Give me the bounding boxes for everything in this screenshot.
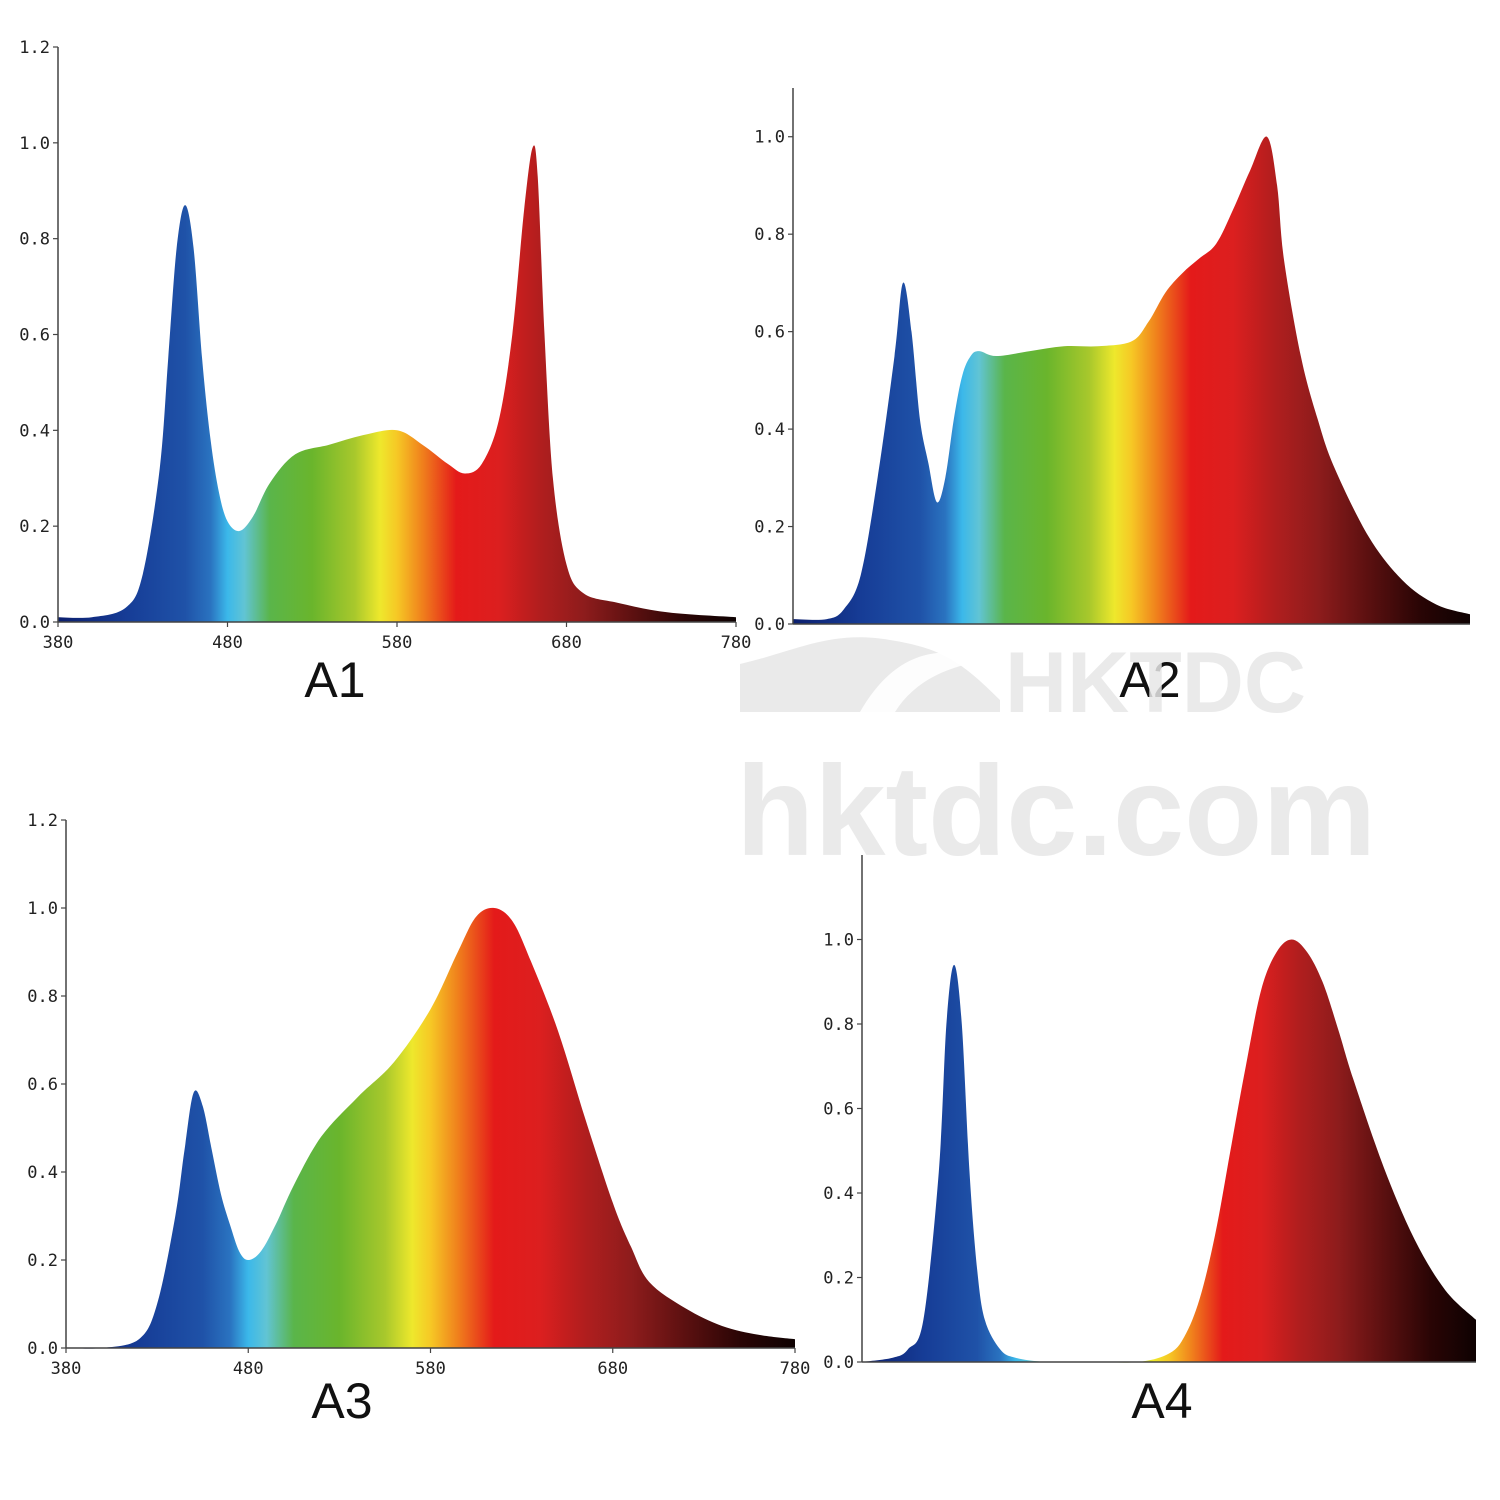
watermark-logo-swoosh <box>860 652 990 712</box>
y-tick-label: 0.2 <box>754 518 785 538</box>
spectrum-area-a1 <box>58 145 736 622</box>
watermark-brand: HKTDC <box>1005 635 1306 731</box>
y-tick-label: 1.0 <box>754 128 785 148</box>
y-tick-label: 0.6 <box>754 323 785 343</box>
y-tick-label: 1.0 <box>19 134 50 154</box>
x-tick-label: 580 <box>415 1359 446 1379</box>
spectrum-area-a2 <box>793 136 1470 625</box>
panel-label-a3: A3 <box>311 1373 372 1429</box>
y-tick-label: 0.2 <box>19 517 50 537</box>
panel-a3: 0.0 0.2 0.4 0.6 0.8 1.0 1.2 380 480 580 680 780 A3 <box>27 811 810 1429</box>
y-tick-label: 0.4 <box>754 420 785 440</box>
y-tick-label: 1.0 <box>27 899 58 919</box>
x-tick-label: 580 <box>382 633 413 653</box>
x-tick-label: 780 <box>721 633 752 653</box>
y-tick-label: 0.0 <box>27 1339 58 1359</box>
x-tick-label: 780 <box>780 1359 811 1379</box>
y-tick-label: 0.4 <box>19 421 50 441</box>
y-tick-label: 0.6 <box>19 326 50 346</box>
y-tick-label: 0.6 <box>27 1075 58 1095</box>
y-tick-label: 0.4 <box>823 1184 854 1204</box>
y-tick-label: 0.8 <box>19 230 50 250</box>
x-tick-label: 480 <box>233 1359 264 1379</box>
x-tick-label: 680 <box>597 1359 628 1379</box>
y-tick-label: 0.2 <box>27 1251 58 1271</box>
y-tick-label: 0.0 <box>19 613 50 633</box>
y-tick-label: 0.6 <box>823 1100 854 1120</box>
panel-a1: 0.0 0.2 0.4 0.6 0.8 1.0 1.2 380 480 580 680 780 A1 <box>19 38 751 708</box>
y-tick-label: 0.0 <box>823 1353 854 1373</box>
x-tick-label: 380 <box>51 1359 82 1379</box>
panel-a4: 0.0 0.2 0.4 0.6 0.8 1.0 A4 <box>823 855 1476 1429</box>
watermark: HKTDC hktdc.com <box>736 635 1376 883</box>
y-tick-label: 0.8 <box>27 987 58 1007</box>
spectrum-area-a4 <box>862 939 1476 1363</box>
watermark-domain: hktdc.com <box>736 740 1376 883</box>
x-tick-label: 480 <box>212 633 243 653</box>
panel-a2: 0.0 0.2 0.4 0.6 0.8 1.0 A2 <box>754 88 1470 708</box>
spectrum-area-a3 <box>66 907 795 1349</box>
y-tick-label: 1.2 <box>19 38 50 58</box>
y-tick-label: 0.0 <box>754 615 785 635</box>
y-tick-label: 0.8 <box>823 1015 854 1035</box>
x-tick-label: 680 <box>551 633 582 653</box>
y-tick-label: 0.4 <box>27 1163 58 1183</box>
y-tick-label: 1.0 <box>823 931 854 951</box>
panel-label-a2: A2 <box>1119 652 1180 708</box>
x-tick-label: 380 <box>43 633 74 653</box>
panel-label-a1: A1 <box>304 652 365 708</box>
panel-label-a4: A4 <box>1131 1373 1192 1429</box>
y-tick-label: 0.8 <box>754 225 785 245</box>
y-tick-label: 0.2 <box>823 1269 854 1289</box>
y-tick-label: 1.2 <box>27 811 58 831</box>
